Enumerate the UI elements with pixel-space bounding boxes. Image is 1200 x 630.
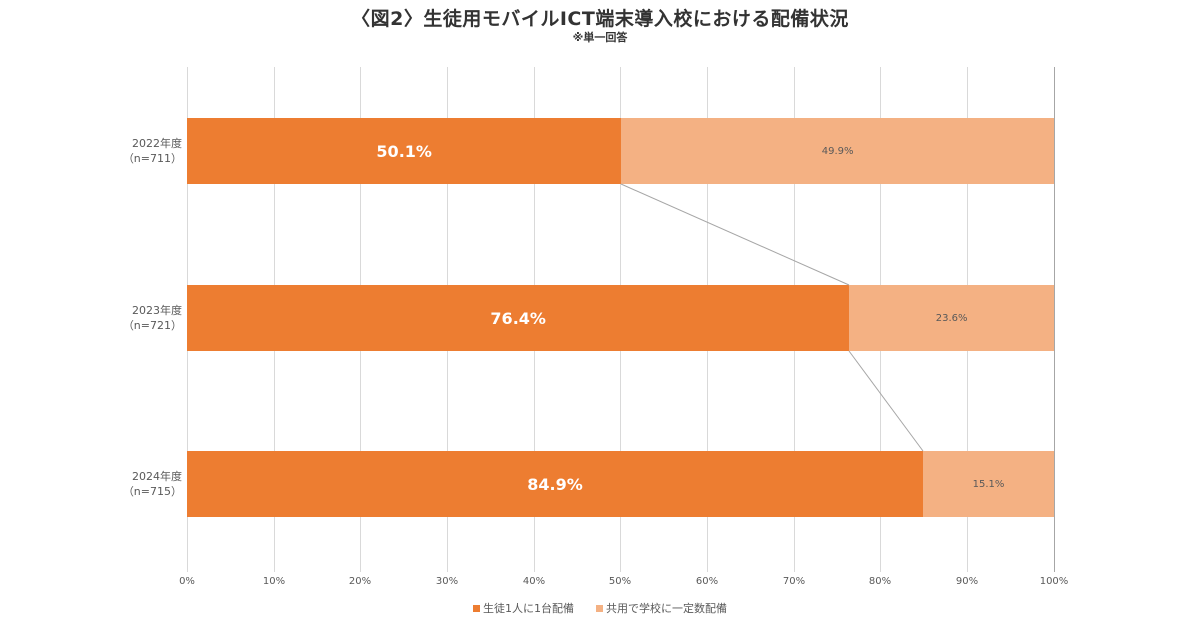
category-year: 2024年度: [132, 470, 182, 483]
x-tick-label: 90%: [955, 576, 979, 587]
category-label: 2023年度 （n=721）: [100, 303, 182, 333]
bar-segment-one-per-student: 50.1%: [187, 118, 622, 184]
category-n: （n=715）: [122, 485, 182, 498]
legend-label: 共用で学校に一定数配備: [606, 602, 727, 615]
legend-swatch-icon: [473, 604, 480, 612]
legend-item-one-per-student: 生徒1人に1台配備: [473, 600, 574, 616]
data-label: 15.1%: [972, 478, 1005, 490]
x-tick-label: 60%: [695, 576, 719, 587]
bar-segment-shared: 23.6%: [849, 285, 1054, 351]
data-label: 76.4%: [490, 308, 546, 328]
legend: 生徒1人に1台配備 共用で学校に一定数配備: [0, 600, 1200, 616]
data-label: 84.9%: [527, 474, 583, 494]
bar-2023: 76.4% 23.6%: [187, 285, 1054, 351]
legend-label: 生徒1人に1台配備: [483, 602, 574, 615]
x-tick-label: 70%: [782, 576, 806, 587]
bar-2022: 50.1% 49.9%: [187, 118, 1054, 184]
bar-segment-one-per-student: 84.9%: [187, 451, 924, 517]
x-tick-label: 30%: [435, 576, 459, 587]
data-label: 50.1%: [376, 141, 432, 161]
category-label: 2024年度 （n=715）: [100, 469, 182, 499]
x-tick-label: 80%: [868, 576, 892, 587]
legend-swatch-icon: [596, 604, 603, 612]
data-label: 49.9%: [821, 145, 854, 157]
x-tick-label: 10%: [262, 576, 286, 587]
x-tick-label: 0%: [179, 576, 195, 587]
x-tick-label: 100%: [1039, 576, 1069, 587]
category-n: （n=711）: [122, 152, 182, 165]
category-year: 2023年度: [132, 304, 182, 317]
gridline: [1054, 67, 1055, 572]
bar-segment-shared: 15.1%: [923, 451, 1054, 517]
category-n: （n=721）: [122, 319, 182, 332]
category-year: 2022年度: [132, 137, 182, 150]
bar-2024: 84.9% 15.1%: [187, 451, 1054, 517]
legend-item-shared: 共用で学校に一定数配備: [596, 600, 727, 616]
x-tick-label: 50%: [608, 576, 632, 587]
x-tick-label: 20%: [348, 576, 372, 587]
category-label: 2022年度 （n=711）: [100, 136, 182, 166]
data-label: 23.6%: [935, 312, 968, 324]
x-tick-label: 40%: [522, 576, 546, 587]
bar-segment-one-per-student: 76.4%: [187, 285, 850, 351]
chart-subtitle: ※単一回答: [572, 31, 628, 44]
bar-segment-shared: 49.9%: [621, 118, 1054, 184]
chart-title: 〈図2〉生徒用モバイルICT端末導入校における配備状況: [351, 8, 849, 30]
